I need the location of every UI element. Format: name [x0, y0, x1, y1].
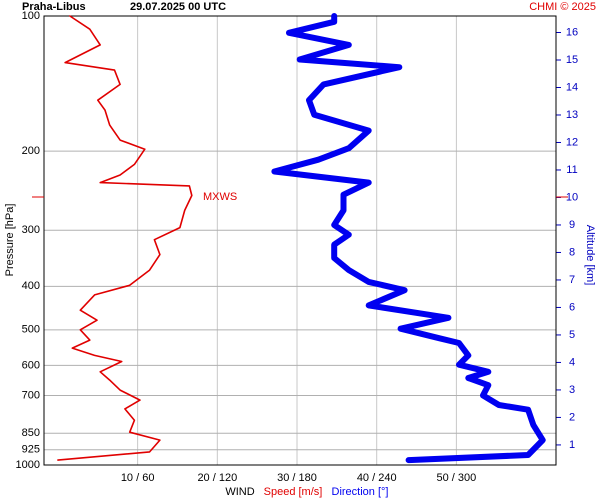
y-axis-label: Pressure [hPa] [4, 204, 16, 277]
y-tick-label: 300 [22, 224, 40, 236]
legend-speed: Speed [m/s] [264, 486, 323, 498]
y-tick-label: 925 [22, 444, 40, 456]
y-tick-label: 1000 [16, 459, 40, 471]
x-tick-label: 20 / 120 [197, 472, 237, 484]
y2-tick-label: 11 [566, 164, 577, 176]
y-tick-label: 850 [22, 427, 40, 439]
x-axis-label: WIND [225, 486, 254, 498]
x-tick-label: 50 / 300 [437, 472, 477, 484]
station-title: Praha-Libus [22, 1, 86, 13]
credit: CHMI © 2025 [529, 1, 596, 13]
y2-tick-label: 16 [566, 26, 578, 38]
y-tick-label: 400 [22, 280, 40, 292]
profile-line [271, 13, 546, 464]
y2-tick-label: 10 [566, 191, 578, 203]
annotation: MXWS [203, 191, 237, 203]
y2-tick-label: 7 [569, 274, 575, 286]
y2-tick-label: 13 [566, 109, 578, 121]
date-subtitle: 29.07.2025 00 UTC [130, 1, 226, 13]
y2-tick-label: 9 [569, 219, 575, 231]
y2-tick-label: 4 [569, 356, 575, 368]
y2-tick-label: 3 [569, 384, 575, 396]
y2-tick-label: 14 [566, 81, 578, 93]
y2-tick-label: 5 [569, 329, 575, 341]
x-tick-label: 10 / 60 [121, 472, 155, 484]
y2-tick-label: 6 [569, 301, 575, 313]
x-tick-label: 40 / 240 [357, 472, 397, 484]
y2-tick-label: 1 [569, 439, 575, 451]
y-tick-label: 100 [22, 10, 40, 22]
y-tick-label: 200 [22, 145, 40, 157]
y2-tick-label: 12 [566, 136, 578, 148]
y-tick-label: 600 [22, 359, 40, 371]
y-tick-label: 700 [22, 389, 40, 401]
y-tick-label: 500 [22, 324, 40, 336]
x-tick-label: 30 / 180 [277, 472, 317, 484]
y2-tick-label: 8 [569, 246, 575, 258]
y2-tick-label: 2 [569, 411, 575, 423]
y2-tick-label: 15 [566, 54, 578, 66]
y2-axis-label: Altitude [km] [584, 225, 596, 286]
legend-direction: Direction [°] [332, 486, 389, 498]
plot-frame [43, 15, 557, 466]
profile-line [57, 15, 193, 461]
